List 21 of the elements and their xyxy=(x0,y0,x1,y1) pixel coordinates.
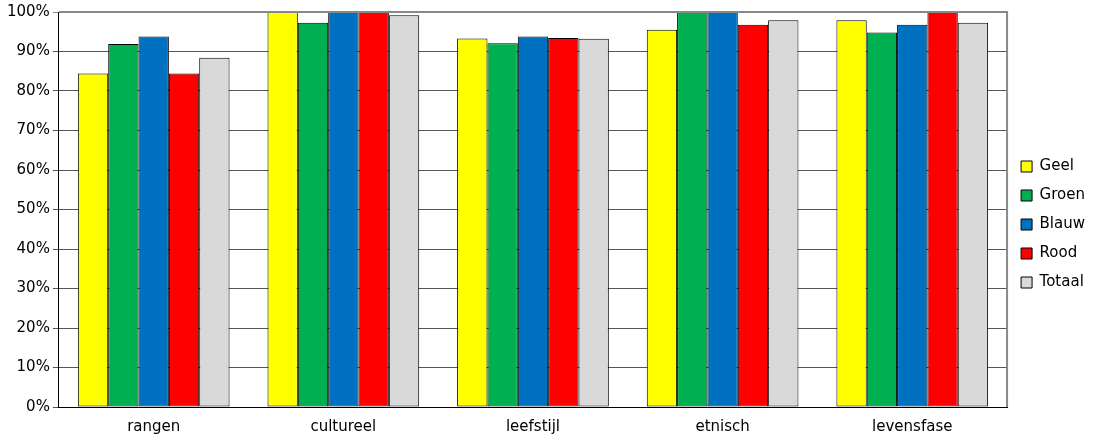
x-tick-label: rangen xyxy=(127,416,181,435)
y-tick-label: 70% xyxy=(16,120,50,139)
y-tick-label: 20% xyxy=(16,317,50,336)
y-tick-label: 50% xyxy=(16,199,50,218)
y-tick-label: 40% xyxy=(16,238,50,257)
y-tick-label: 30% xyxy=(16,278,50,297)
y-tick-label: 90% xyxy=(16,41,50,60)
y-tick-label: 80% xyxy=(16,80,50,99)
x-tick-label: levensfase xyxy=(872,416,953,435)
x-tick-label: etnisch xyxy=(695,416,750,435)
x-tick-label: cultureel xyxy=(310,416,377,435)
legend-label: Rood xyxy=(1039,243,1078,262)
legend-label: Totaal xyxy=(1038,272,1084,291)
y-tick-label: 60% xyxy=(16,159,50,178)
legend-label: Geel xyxy=(1039,156,1074,175)
x-tick-label: leefstijl xyxy=(505,416,561,435)
y-tick-label: 10% xyxy=(16,357,50,376)
y-tick-label: 100% xyxy=(6,1,50,20)
legend-label: Groen xyxy=(1039,185,1085,204)
legend-label: Blauw xyxy=(1039,214,1086,233)
y-tick-label: 0% xyxy=(26,396,50,415)
